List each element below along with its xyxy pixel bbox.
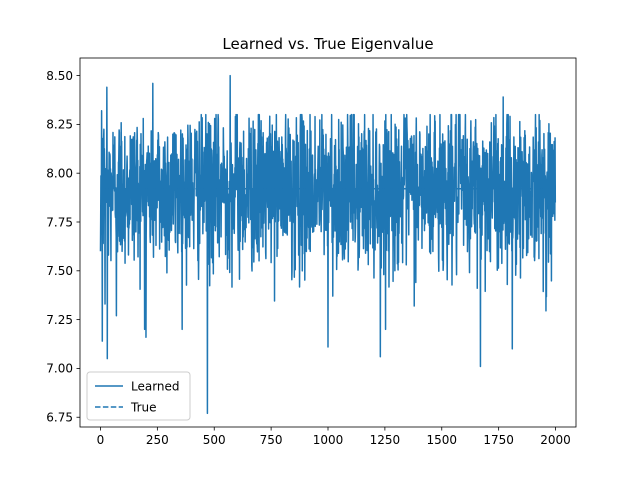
y-tick-label: 8.50 xyxy=(46,69,73,83)
legend: Learned True xyxy=(86,371,191,421)
x-tick-label: 2000 xyxy=(540,433,571,447)
axes: 0 250 500 750 1000 1250 1500 1750 2000 6.75 7.00 7.… xyxy=(46,57,577,447)
plot-area xyxy=(99,74,557,415)
x-tick-label: 250 xyxy=(146,433,169,447)
y-tick-label: 7.50 xyxy=(46,264,73,278)
chart-title: Learned vs. True Eigenvalue xyxy=(222,35,433,53)
legend-box xyxy=(86,371,191,421)
y-tick-label: 7.00 xyxy=(46,362,73,376)
y-tick-label: 8.25 xyxy=(46,118,73,132)
learned-series-line xyxy=(99,74,557,415)
legend-true-label: True xyxy=(130,400,157,414)
y-tick-label: 8.00 xyxy=(46,166,73,180)
legend-learned-label: Learned xyxy=(131,379,180,393)
x-tick-label: 1000 xyxy=(313,433,344,447)
x-tick-label: 500 xyxy=(203,433,226,447)
x-tick-label: 1250 xyxy=(370,433,401,447)
y-tick-label: 6.75 xyxy=(46,411,73,425)
y-tick-label: 7.75 xyxy=(46,215,73,229)
x-tick-label: 750 xyxy=(260,433,283,447)
y-tick-label: 7.25 xyxy=(46,313,73,327)
x-tick-label: 0 xyxy=(97,433,105,447)
x-tick-label: 1500 xyxy=(426,433,457,447)
x-tick-label: 1750 xyxy=(483,433,514,447)
